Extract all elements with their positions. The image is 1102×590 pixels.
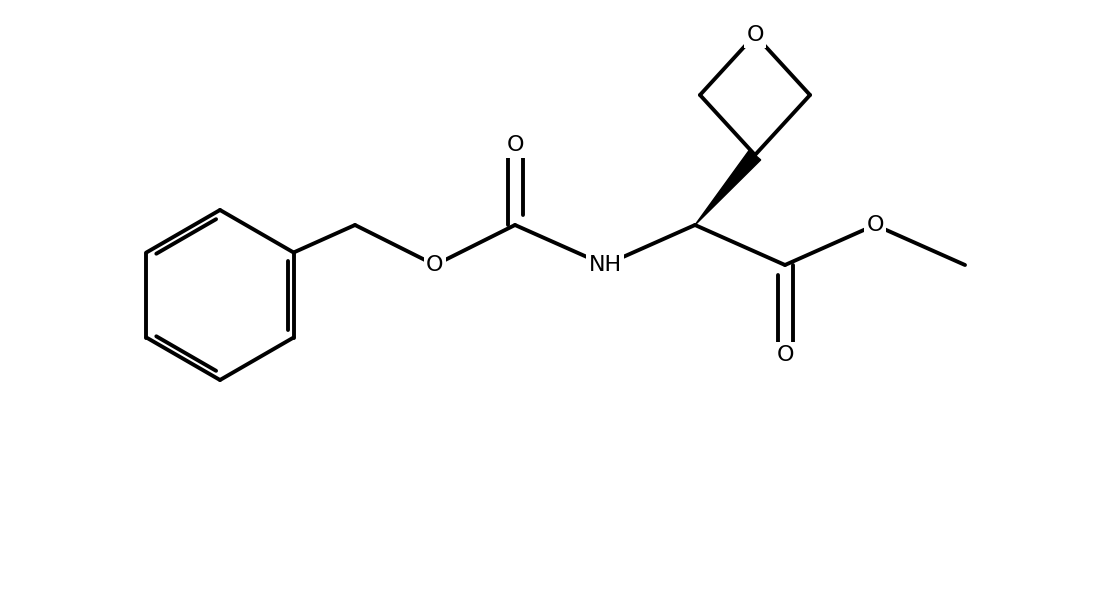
- Text: NH: NH: [588, 255, 622, 275]
- Text: O: O: [776, 345, 793, 365]
- Text: O: O: [866, 215, 884, 235]
- Polygon shape: [695, 150, 760, 225]
- Text: O: O: [506, 135, 523, 155]
- Text: O: O: [426, 255, 444, 275]
- Text: O: O: [746, 25, 764, 45]
